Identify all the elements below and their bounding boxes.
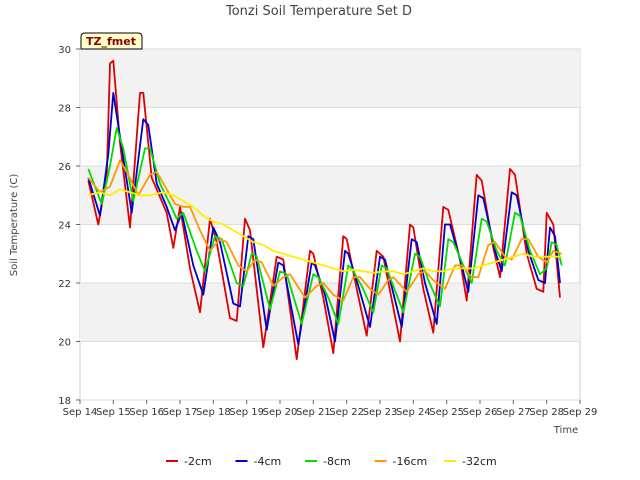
- x-tick-label: Sep 17: [163, 407, 198, 418]
- x-tick-label: Sep 18: [196, 407, 231, 418]
- x-tick-label: Sep 14: [63, 407, 98, 418]
- legend: -2cm -4cm -8cm -16cm -32cm: [166, 455, 497, 468]
- legend-label: -8cm: [323, 455, 351, 468]
- y-tick-label: 20: [58, 338, 71, 349]
- x-tick-label: Sep 25: [429, 407, 464, 418]
- y-axis-label: Soil Temperature (C): [9, 174, 20, 277]
- x-tick-label: Sep 28: [529, 407, 564, 418]
- series-line-32cm: [88, 188, 562, 276]
- grid-band: [80, 49, 580, 108]
- chart-title: Tonzi Soil Temperature Set D: [225, 4, 412, 19]
- series-line-16cm: [87, 159, 563, 302]
- tag-box: TZ_fmet: [80, 32, 143, 50]
- grid-band: [80, 166, 580, 225]
- x-axis-label: Time: [553, 425, 578, 436]
- legend-label: -2cm: [184, 455, 212, 468]
- y-tick-label: 30: [58, 45, 71, 56]
- x-tick-label: Sep 20: [263, 407, 298, 418]
- x-tick-label: Sep 19: [229, 407, 264, 418]
- series-lines: [87, 59, 563, 360]
- grid-lines: [80, 48, 580, 401]
- y-tick-label: 26: [58, 162, 71, 173]
- y-axis-ticks: 18 20 22 24 26 28 30: [58, 45, 80, 407]
- legend-label: -32cm: [462, 455, 497, 468]
- series-line-8cm: [87, 127, 563, 325]
- x-tick-label: Sep 24: [396, 407, 431, 418]
- tag-label: TZ_fmet: [86, 35, 136, 48]
- x-tick-label: Sep 16: [129, 407, 164, 418]
- y-tick-label: 18: [58, 396, 71, 407]
- x-tick-label: Sep 27: [496, 407, 531, 418]
- x-tick-label: Sep 23: [363, 407, 398, 418]
- x-tick-label: Sep 15: [96, 407, 131, 418]
- series-line-4cm: [87, 92, 561, 346]
- legend-label: -4cm: [254, 455, 282, 468]
- legend-label: -16cm: [393, 455, 428, 468]
- x-tick-label: Sep 26: [463, 407, 498, 418]
- y-tick-label: 28: [58, 104, 71, 115]
- y-tick-label: 24: [58, 221, 71, 232]
- x-tick-label: Sep 22: [329, 407, 364, 418]
- x-tick-label: Sep 21: [296, 407, 331, 418]
- x-tick-label: Sep 29: [563, 407, 598, 418]
- y-tick-label: 22: [58, 279, 71, 290]
